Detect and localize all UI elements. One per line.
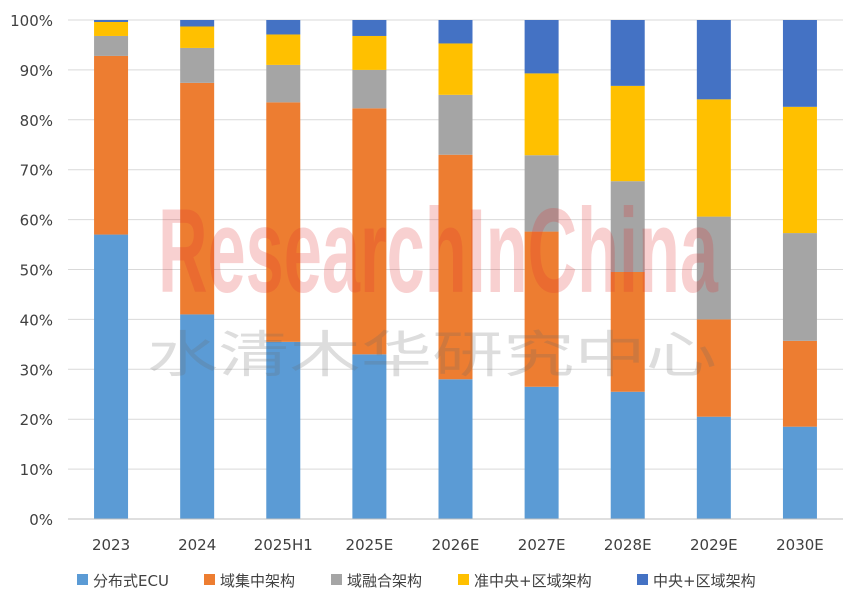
y-tick-label: 30% [20, 361, 53, 379]
bar-segment-2030E-series-0 [782, 426, 817, 519]
bar-segment-2027E-series-3 [524, 73, 559, 156]
x-tick-label: 2029E [690, 536, 738, 554]
bar-segment-2030E-series-2 [782, 233, 817, 341]
y-tick-label: 50% [20, 262, 53, 280]
legend-swatch-1 [204, 574, 215, 585]
legend-label-1: 域集中架构 [220, 572, 295, 590]
bar-segment-2026E-series-2 [438, 94, 473, 155]
bar-segment-2026E-series-3 [438, 43, 473, 95]
legend-label-3: 准中央+区域架构 [474, 572, 592, 590]
bar-segment-2023-series-2 [94, 35, 129, 56]
x-tick-label: 2024 [178, 536, 216, 554]
x-tick-label: 2026E [432, 536, 480, 554]
bar-segment-2023-series-3 [94, 21, 129, 36]
bar-segment-2025H1-series-3 [266, 34, 301, 65]
bar-segment-2025E-series-1 [352, 108, 387, 355]
bar-segment-2024-series-4 [180, 20, 215, 27]
x-tick-label: 2025E [346, 536, 394, 554]
bar-segment-2024-series-3 [180, 26, 215, 48]
axes: 0% 10% 20% 30% 40% 50% 60% 70% 80% 90% 100% 2023 202… [10, 12, 843, 554]
bar-segment-2029E-series-1 [696, 319, 731, 417]
y-tick-label: 0% [29, 511, 53, 529]
x-tick-label: 2028E [604, 536, 652, 554]
bar-segment-2025E-series-2 [352, 69, 387, 109]
y-tick-label: 10% [20, 461, 53, 479]
watermark-english: ResearchInChina [158, 184, 719, 318]
legend-swatch-2 [331, 574, 342, 585]
bar-segment-2030E-series-1 [782, 340, 817, 427]
bars [94, 20, 817, 519]
bar-segment-2023-series-1 [94, 55, 129, 235]
bar-segment-2025E-series-3 [352, 35, 387, 70]
bar-segment-2026E-series-0 [438, 379, 473, 519]
bar-segment-2024-series-0 [180, 314, 215, 519]
legend-label-2: 域融合架构 [347, 572, 422, 590]
y-tick-label: 80% [20, 112, 53, 130]
bar-segment-2028E-series-2 [610, 181, 645, 272]
bar-segment-2027E-series-0 [524, 386, 559, 519]
bar-segment-2024-series-1 [180, 82, 215, 315]
y-tick-label: 40% [20, 311, 53, 329]
bar-segment-2025E-series-4 [352, 20, 387, 36]
bar-segment-2023-series-4 [94, 20, 129, 22]
bar-segment-2025H1-series-1 [266, 102, 301, 342]
bar-segment-2027E-series-4 [524, 20, 559, 74]
x-tick-label: 2030E [776, 536, 824, 554]
bar-segment-2026E-series-1 [438, 154, 473, 380]
bar-segment-2025H1-series-4 [266, 20, 301, 35]
bar-segment-2023-series-0 [94, 234, 129, 519]
watermark-chinese: 水清木华研究中心 [147, 326, 717, 384]
bar-segment-2025H1-series-0 [266, 341, 301, 519]
y-tick-label: 90% [20, 62, 53, 80]
bar-segment-2026E-series-4 [438, 20, 473, 44]
y-tick-label: 70% [20, 162, 53, 180]
watermark: ResearchInChina 水清木华研究中心 [147, 184, 719, 384]
bar-segment-2029E-series-0 [696, 416, 731, 519]
legend-swatch-4 [637, 574, 648, 585]
bar-segment-2024-series-2 [180, 47, 215, 83]
y-tick-label: 60% [20, 212, 53, 230]
bar-segment-2027E-series-2 [524, 155, 559, 232]
legend-swatch-0 [77, 574, 88, 585]
y-tick-label: 100% [10, 12, 53, 30]
bar-segment-2029E-series-3 [696, 99, 731, 217]
y-tick-label: 20% [20, 411, 53, 429]
legend-label-4: 中央+区域架构 [653, 572, 756, 590]
bar-segment-2030E-series-4 [782, 20, 817, 107]
bar-segment-2030E-series-3 [782, 106, 817, 234]
legend-label-0: 分布式ECU [93, 572, 169, 590]
x-tick-label: 2027E [518, 536, 566, 554]
bar-segment-2025E-series-0 [352, 354, 387, 519]
legend-swatch-3 [458, 574, 469, 585]
bar-segment-2029E-series-4 [696, 20, 731, 100]
bar-segment-2025H1-series-2 [266, 64, 301, 103]
x-tick-label: 2025H1 [254, 536, 313, 554]
bar-segment-2028E-series-4 [610, 20, 645, 86]
legend: 分布式ECU 域集中架构 域融合架构 准中央+区域架构 中央+区域架构 [77, 572, 756, 590]
bar-segment-2027E-series-1 [524, 231, 559, 387]
bar-segment-2028E-series-1 [610, 271, 645, 392]
x-tick-label: 2023 [92, 536, 130, 554]
bar-segment-2029E-series-2 [696, 216, 731, 320]
bar-segment-2028E-series-3 [610, 85, 645, 182]
bar-segment-2028E-series-0 [610, 391, 645, 519]
